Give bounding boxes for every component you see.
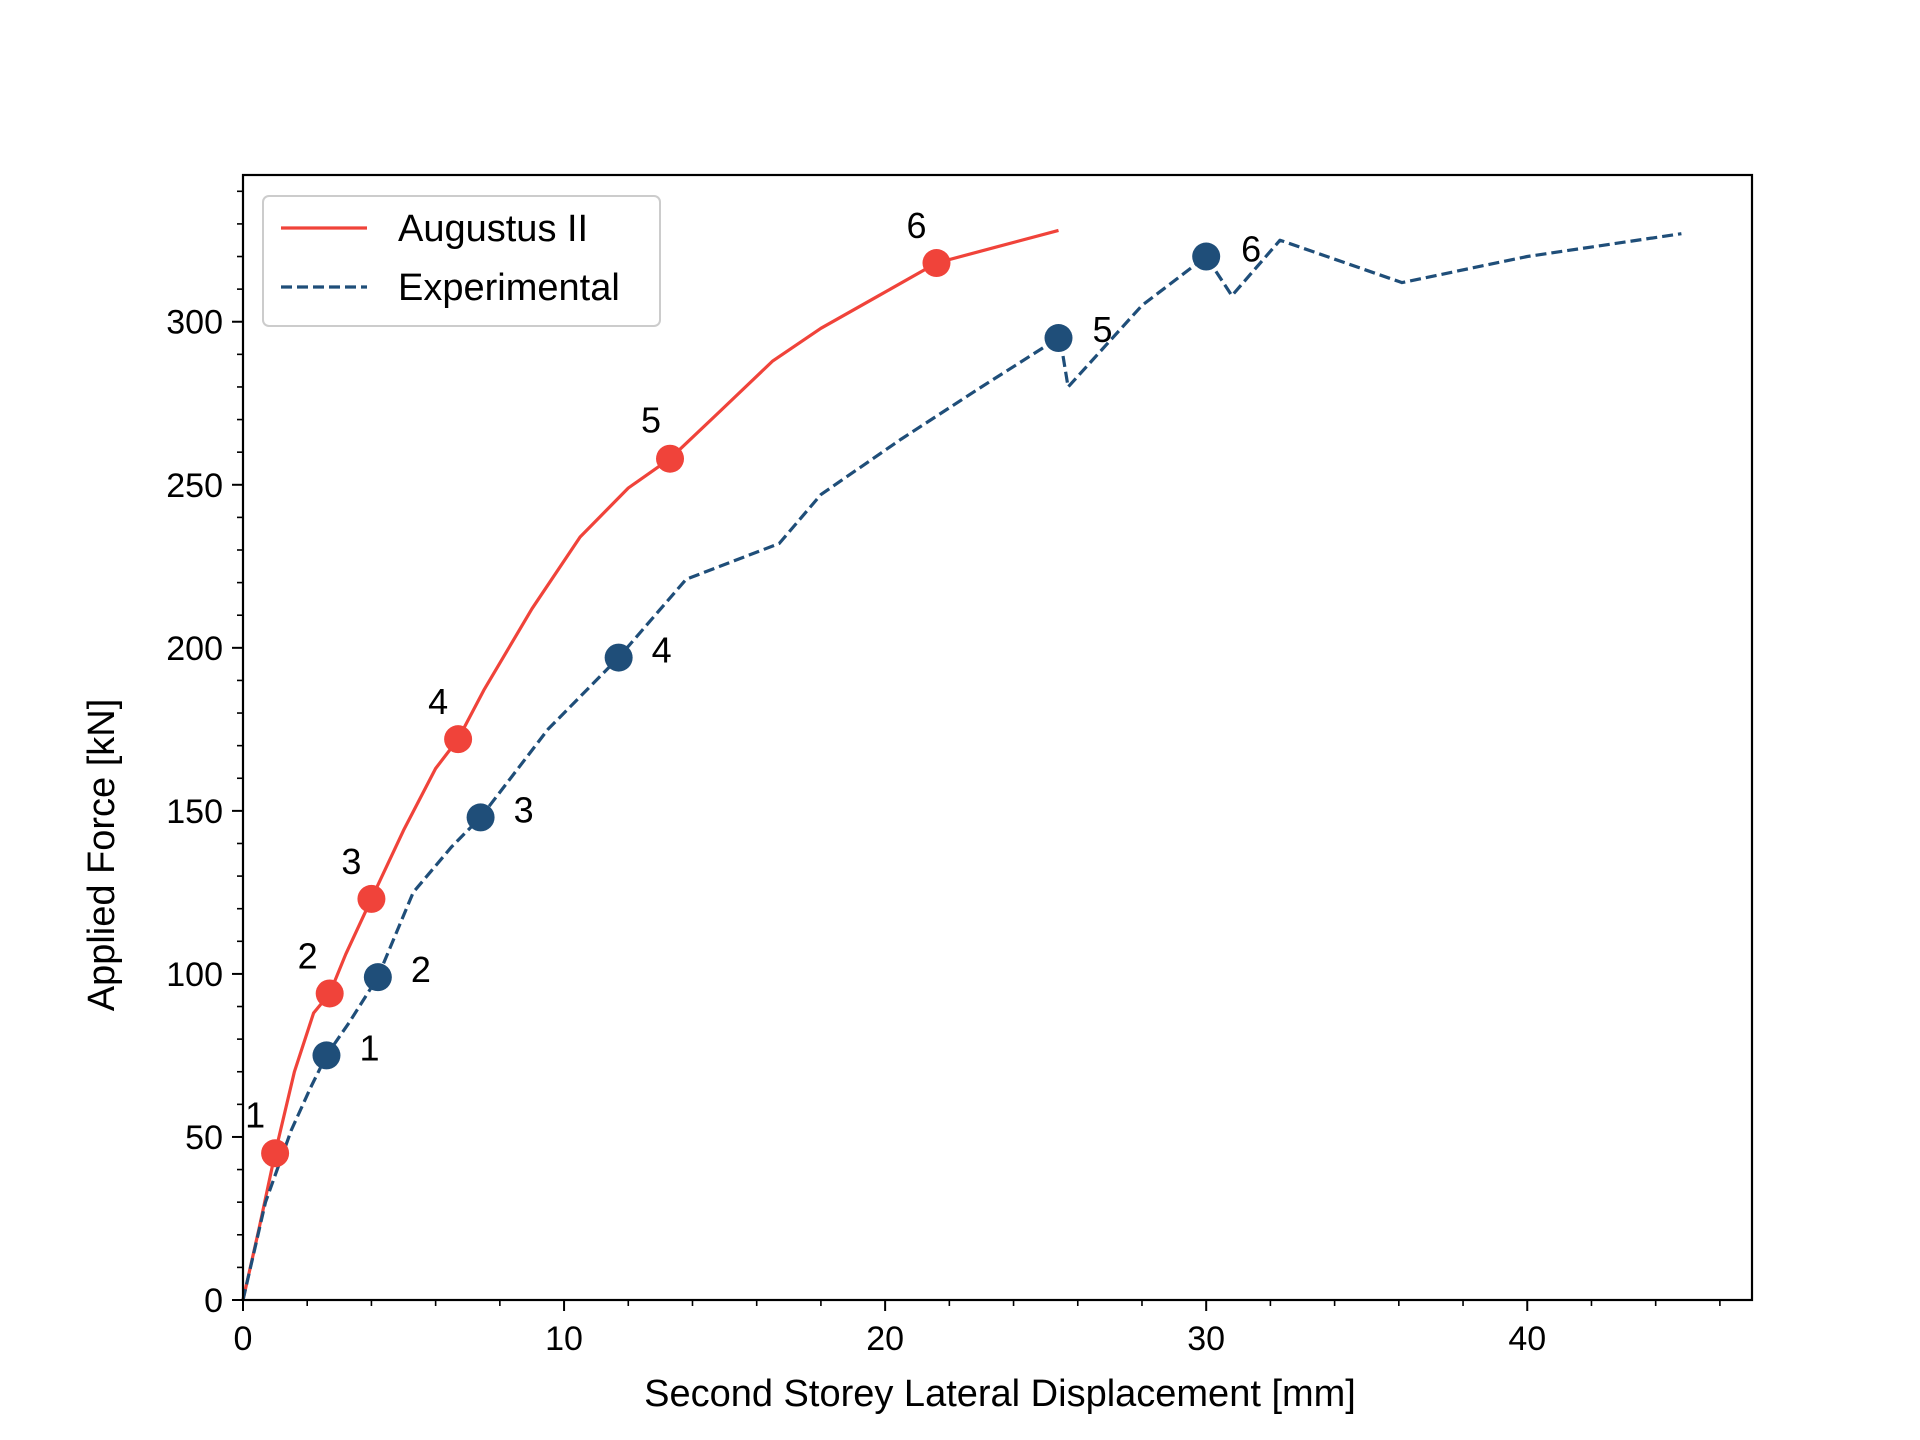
x-tick-label: 20 — [866, 1320, 904, 1358]
y-tick-label: 100 — [166, 956, 223, 994]
data-point-marker — [466, 803, 495, 832]
legend-label: Augustus II — [398, 208, 588, 250]
data-point-marker — [922, 249, 951, 278]
data-point-marker — [312, 1041, 341, 1070]
data-point-marker — [656, 444, 685, 473]
y-tick-label: 300 — [166, 304, 223, 342]
y-tick-label: 50 — [185, 1119, 223, 1157]
data-point-marker — [357, 884, 386, 913]
data-point-marker — [444, 725, 473, 754]
x-tick-label: 40 — [1508, 1320, 1546, 1358]
data-point-marker — [1192, 242, 1221, 271]
data-point-label: 6 — [1241, 229, 1261, 270]
data-point-marker — [604, 643, 633, 672]
data-point-label: 4 — [428, 681, 448, 722]
legend-label: Experimental — [398, 267, 620, 309]
data-point-label: 1 — [245, 1094, 265, 1135]
data-point-marker — [363, 963, 392, 992]
legend: Augustus II Experimental — [262, 195, 661, 327]
y-tick-label: 200 — [166, 630, 223, 668]
y-axis-label: Applied Force [kN] — [81, 699, 123, 1012]
data-point-marker — [261, 1139, 290, 1168]
plot-frame — [241, 173, 1754, 1302]
data-point-label: 5 — [1092, 309, 1112, 350]
y-tick-label: 150 — [166, 793, 223, 831]
x-axis-label: Second Storey Lateral Displacement [mm] — [644, 1373, 1356, 1415]
data-point-label: 3 — [514, 789, 534, 830]
data-point-label: 2 — [411, 949, 431, 990]
y-tick-label: 0 — [204, 1282, 223, 1320]
data-point-marker — [1044, 324, 1073, 353]
series-line-augustus — [241, 228, 1059, 1301]
data-point-label: 3 — [341, 841, 361, 882]
data-point-label: 2 — [298, 935, 318, 976]
data-point-label: 6 — [906, 205, 926, 246]
data-point-label: 1 — [359, 1027, 379, 1068]
series-line-experimental — [241, 232, 1682, 1301]
x-tick-label: 30 — [1187, 1320, 1225, 1358]
axes: 0 10 20 30 40 0 50 100 150 200 250 300 — [166, 173, 1754, 1358]
x-tick-label: 10 — [545, 1320, 583, 1358]
y-tick-label: 250 — [166, 467, 223, 505]
x-tick-label: 0 — [234, 1320, 253, 1358]
data-point-label: 4 — [652, 630, 672, 671]
data-point-label: 5 — [641, 400, 661, 441]
data-point-marker — [315, 979, 344, 1008]
